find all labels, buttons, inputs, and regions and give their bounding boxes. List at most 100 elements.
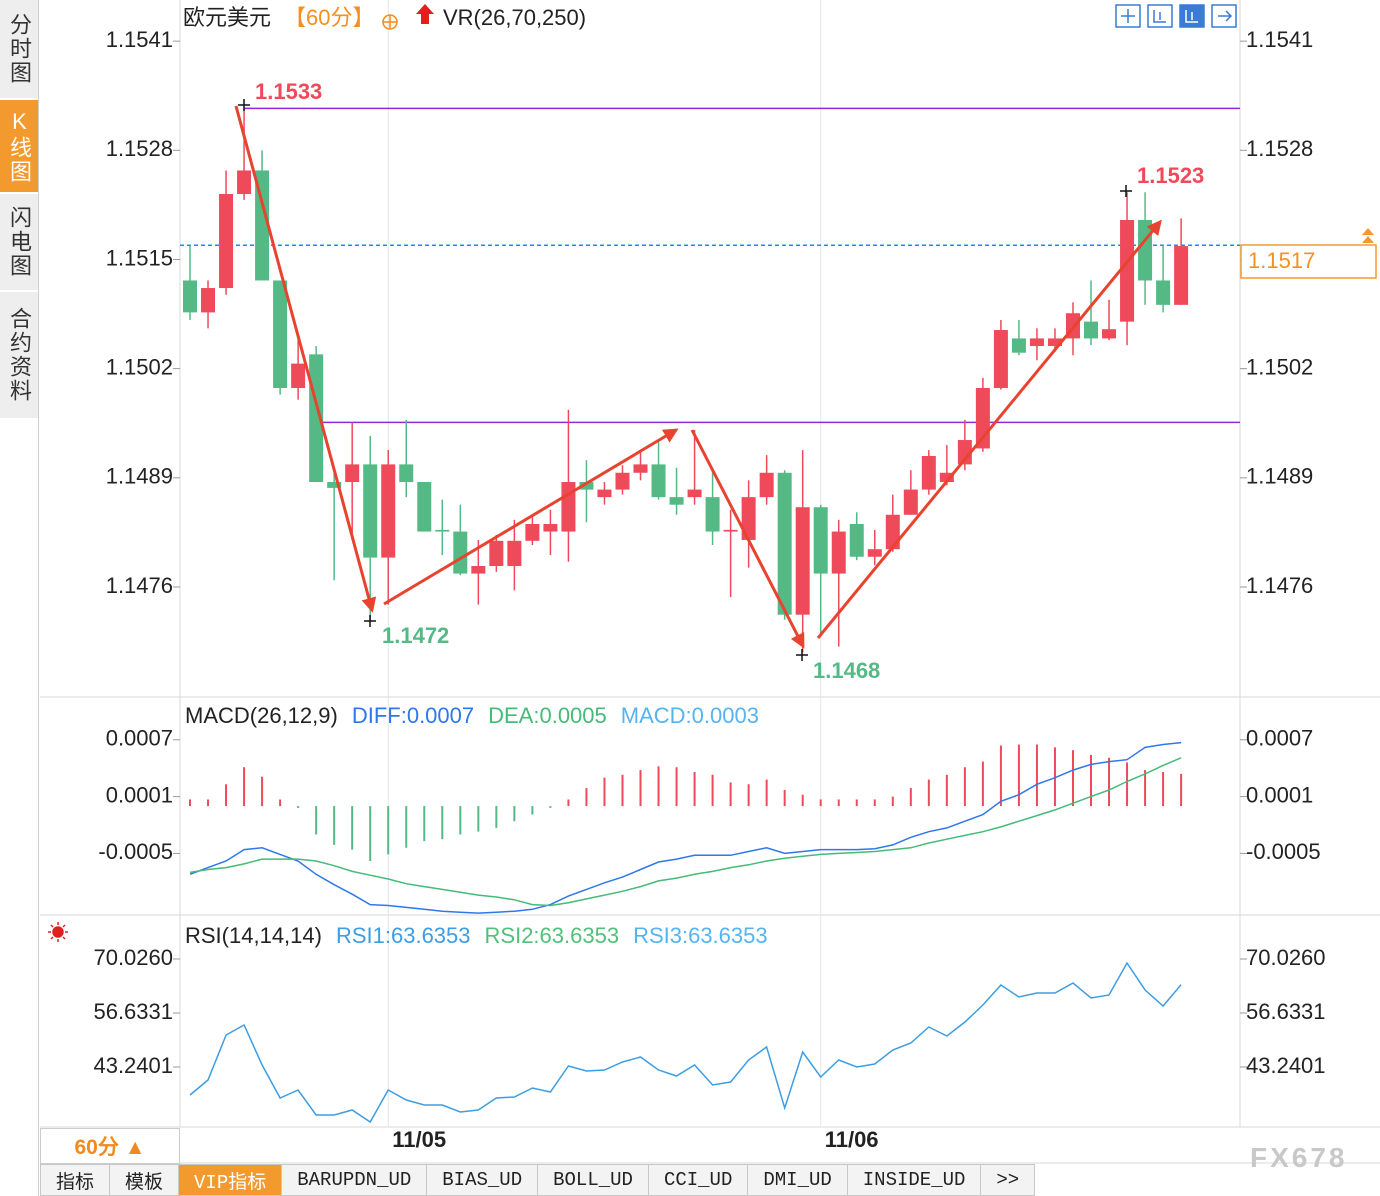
tab[interactable]: BIAS_UD	[427, 1164, 539, 1196]
candle-body	[1011, 338, 1026, 353]
candle-body	[291, 363, 306, 388]
candle-body	[525, 524, 540, 541]
candle-body	[939, 472, 954, 483]
last-price-label: 1.1517	[1248, 248, 1315, 273]
tab[interactable]: BARUPDN_UD	[282, 1164, 428, 1196]
x-tick-label: 11/05	[392, 1127, 446, 1152]
tab[interactable]: >>	[981, 1164, 1036, 1196]
candle-body	[381, 464, 396, 558]
y-tick-label: 1.1541	[106, 27, 173, 52]
indicator-tabs: 指标 模板 VIP指标 BARUPDN_UD BIAS_UD BOLL_UD C…	[40, 1164, 1036, 1196]
tab[interactable]: INSIDE_UD	[847, 1164, 982, 1196]
candle-body	[921, 455, 936, 490]
candle-body	[1084, 321, 1099, 339]
candle-body	[885, 514, 900, 550]
watermark: FX678	[1250, 1142, 1348, 1173]
y-tick-label-right: 0.0007	[1246, 726, 1313, 751]
candle-body	[345, 464, 360, 483]
candle-body	[1047, 338, 1062, 346]
y-tick-label: 56.6331	[93, 999, 173, 1024]
side-tab[interactable]: K线图	[0, 100, 38, 194]
annotation: 1.1472	[382, 623, 449, 648]
candle-body	[1029, 338, 1044, 346]
add-icon[interactable]	[382, 14, 398, 30]
candle-body	[669, 497, 684, 505]
candle-body	[759, 472, 774, 498]
candle-body	[363, 464, 378, 558]
y-tick-label: 0.0001	[106, 782, 173, 807]
candle-body	[831, 531, 846, 574]
candle-body	[795, 507, 810, 615]
rsi-icon	[48, 922, 68, 942]
y-tick-label-right: 70.0260	[1246, 945, 1326, 970]
chart: 1.15411.15411.15281.15281.15151.15151.15…	[40, 0, 1380, 1164]
candle-body	[741, 497, 756, 540]
toolbar-icons[interactable]	[1115, 4, 1237, 28]
candle-body	[1120, 220, 1135, 322]
y-tick-label: 1.1489	[106, 464, 173, 489]
candle-body	[1156, 280, 1171, 305]
candle-body	[651, 464, 666, 498]
candle-body	[399, 464, 414, 483]
legend-label: RSI2:63.6353	[485, 923, 620, 948]
x-tick-label: 11/06	[825, 1127, 879, 1152]
candle-body	[687, 489, 702, 498]
y-tick-label: 43.2401	[93, 1053, 173, 1078]
annotation: 1.1468	[813, 658, 880, 683]
legend-label: MACD:0.0003	[621, 703, 759, 728]
y-tick-label: 1.1502	[106, 354, 173, 379]
y-tick-label: 70.0260	[93, 945, 173, 970]
candle-body	[471, 565, 486, 574]
sidebar: 分时图 K线图 闪电图 合约资料	[0, 0, 39, 1196]
candle-body	[453, 531, 468, 574]
line	[189, 757, 1182, 907]
candle-body	[597, 489, 612, 498]
candle-body	[237, 170, 252, 194]
side-tab[interactable]: 合约资料	[0, 292, 38, 420]
extreme-markers	[238, 99, 1132, 661]
y-tick-label-right: 1.1528	[1246, 136, 1313, 161]
tab[interactable]: BOLL_UD	[538, 1164, 649, 1196]
candle-body	[849, 524, 864, 557]
period-label: 【60分】	[284, 5, 374, 30]
trend-arrows	[234, 105, 1162, 649]
tab[interactable]: 指标	[40, 1164, 111, 1196]
candle-body	[867, 549, 882, 557]
chart-title: 欧元美元	[183, 5, 271, 30]
candle-body	[777, 472, 792, 615]
indicator-label: VR(26,70,250)	[443, 5, 586, 30]
annotation: 1.1533	[255, 79, 322, 104]
line	[189, 961, 1182, 1124]
side-tab[interactable]: 分时图	[0, 0, 38, 100]
legend-label: MACD(26,12,9)	[185, 703, 338, 728]
legend-label: RSI1:63.6353	[336, 923, 471, 948]
y-tick-label-right: 1.1502	[1246, 354, 1313, 379]
y-tick-label-right: 1.1476	[1246, 573, 1313, 598]
candle-body	[255, 170, 270, 281]
candle-body	[903, 489, 918, 515]
candle-body	[705, 497, 720, 532]
side-tab[interactable]: 闪电图	[0, 194, 38, 292]
tab[interactable]: CCI_UD	[648, 1164, 749, 1196]
candle-body	[543, 524, 558, 532]
candle-body	[489, 540, 504, 566]
y-tick-label-right: 1.1541	[1246, 27, 1313, 52]
y-tick-label: -0.0005	[98, 839, 173, 864]
line	[189, 741, 1182, 914]
candle-body	[327, 482, 342, 488]
tab[interactable]: 模板	[110, 1164, 180, 1196]
candle-body	[1102, 329, 1117, 339]
candle-body	[1174, 246, 1189, 305]
candle-body	[579, 482, 594, 490]
legend-label: DIFF:0.0007	[352, 703, 474, 728]
candle-body	[435, 529, 450, 532]
candle-body	[561, 482, 576, 532]
y-tick-label: 0.0007	[106, 726, 173, 751]
tab[interactable]: DMI_UD	[748, 1164, 848, 1196]
period-button[interactable]: 60分 ▲	[40, 1128, 180, 1164]
frame	[40, 0, 1380, 1164]
tab[interactable]: VIP指标	[179, 1164, 283, 1196]
candle-body	[813, 507, 828, 574]
annotation: 1.1523	[1137, 163, 1204, 188]
